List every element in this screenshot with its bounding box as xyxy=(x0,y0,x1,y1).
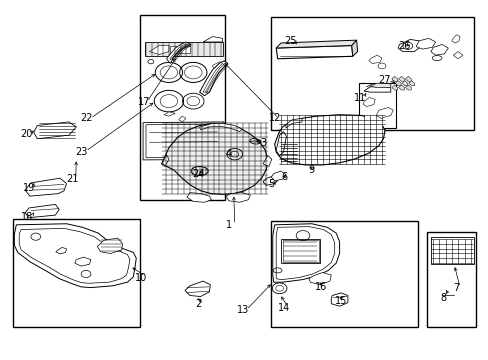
Polygon shape xyxy=(398,76,404,81)
Text: 15: 15 xyxy=(334,296,346,306)
Polygon shape xyxy=(34,122,76,139)
Polygon shape xyxy=(397,40,420,51)
Text: 7: 7 xyxy=(452,283,459,293)
Text: 11: 11 xyxy=(354,93,366,103)
Polygon shape xyxy=(408,81,414,86)
Text: 10: 10 xyxy=(135,273,147,283)
Text: 2: 2 xyxy=(195,299,201,309)
Polygon shape xyxy=(430,44,447,55)
Polygon shape xyxy=(56,247,66,254)
Text: 23: 23 xyxy=(75,147,87,157)
Polygon shape xyxy=(263,176,278,185)
Polygon shape xyxy=(351,40,357,56)
Bar xyxy=(271,221,417,327)
Polygon shape xyxy=(330,293,347,306)
Polygon shape xyxy=(25,178,66,196)
Polygon shape xyxy=(391,85,397,90)
Polygon shape xyxy=(394,81,400,86)
Polygon shape xyxy=(276,45,352,59)
Polygon shape xyxy=(401,81,407,86)
Bar xyxy=(13,220,140,327)
Bar xyxy=(430,237,473,264)
Text: 9: 9 xyxy=(308,165,314,175)
Polygon shape xyxy=(162,155,168,166)
Polygon shape xyxy=(149,45,168,54)
Polygon shape xyxy=(369,83,390,87)
Polygon shape xyxy=(97,238,122,253)
Text: 13: 13 xyxy=(237,305,249,315)
Bar xyxy=(140,15,224,200)
Polygon shape xyxy=(276,226,334,280)
Text: 20: 20 xyxy=(20,129,32,139)
Text: 12: 12 xyxy=(268,113,280,123)
Polygon shape xyxy=(362,98,374,107)
Text: 22: 22 xyxy=(80,113,92,123)
Polygon shape xyxy=(146,124,221,158)
Polygon shape xyxy=(451,35,459,43)
Text: 3: 3 xyxy=(260,139,265,148)
Polygon shape xyxy=(398,85,404,90)
Polygon shape xyxy=(263,156,271,166)
Text: 4: 4 xyxy=(225,149,231,159)
Polygon shape xyxy=(144,42,222,56)
Polygon shape xyxy=(143,122,224,160)
Text: 25: 25 xyxy=(284,36,297,46)
Polygon shape xyxy=(276,40,356,48)
Bar xyxy=(271,17,473,130)
Polygon shape xyxy=(166,42,190,63)
Text: 5: 5 xyxy=(267,179,274,189)
Polygon shape xyxy=(199,123,242,132)
Text: 8: 8 xyxy=(440,293,446,303)
Bar xyxy=(427,232,475,327)
Text: 26: 26 xyxy=(397,41,410,50)
Polygon shape xyxy=(212,62,224,69)
Polygon shape xyxy=(405,85,410,90)
Polygon shape xyxy=(272,224,339,282)
Polygon shape xyxy=(368,55,381,63)
Polygon shape xyxy=(415,39,435,49)
Polygon shape xyxy=(363,87,390,92)
Polygon shape xyxy=(75,257,91,266)
Polygon shape xyxy=(184,281,210,297)
Circle shape xyxy=(148,59,154,64)
Polygon shape xyxy=(14,224,136,288)
Polygon shape xyxy=(365,84,390,90)
Text: 16: 16 xyxy=(315,282,327,292)
Polygon shape xyxy=(161,123,267,194)
Polygon shape xyxy=(274,115,384,165)
Text: 19: 19 xyxy=(23,183,35,193)
Polygon shape xyxy=(19,228,130,283)
Polygon shape xyxy=(276,132,286,156)
Text: 18: 18 xyxy=(21,212,34,221)
Polygon shape xyxy=(163,112,175,116)
Text: 14: 14 xyxy=(278,303,290,314)
Polygon shape xyxy=(203,37,222,42)
Polygon shape xyxy=(308,273,330,285)
Polygon shape xyxy=(25,204,59,218)
Bar xyxy=(281,239,320,263)
Bar xyxy=(170,46,189,53)
Polygon shape xyxy=(375,108,392,118)
Polygon shape xyxy=(285,118,302,128)
Polygon shape xyxy=(271,171,285,181)
Bar xyxy=(365,87,391,126)
Text: 21: 21 xyxy=(66,174,79,184)
Text: 24: 24 xyxy=(192,168,204,179)
Text: 27: 27 xyxy=(378,75,390,85)
Polygon shape xyxy=(186,193,211,202)
Bar xyxy=(358,83,395,128)
Polygon shape xyxy=(452,51,462,59)
Bar xyxy=(282,239,318,262)
Text: 1: 1 xyxy=(225,220,231,230)
Polygon shape xyxy=(199,61,227,96)
Polygon shape xyxy=(225,193,250,202)
Polygon shape xyxy=(178,116,185,122)
Polygon shape xyxy=(391,76,397,81)
Text: 17: 17 xyxy=(138,97,150,107)
Text: 6: 6 xyxy=(281,172,287,182)
Polygon shape xyxy=(405,76,410,81)
